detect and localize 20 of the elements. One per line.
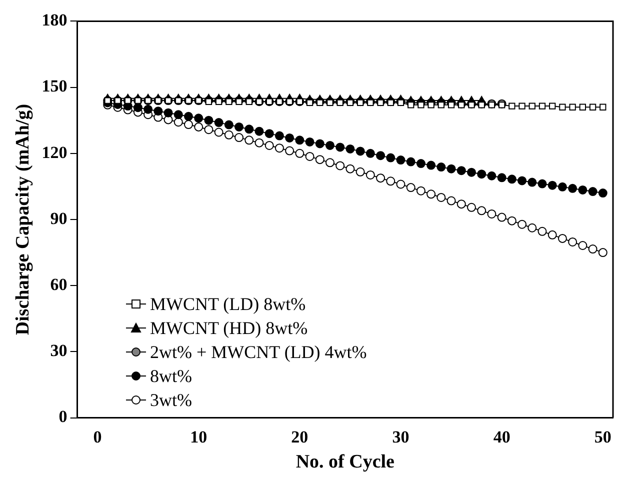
x-axis-title: No. of Cycle <box>296 452 394 473</box>
y-tick-label: 30 <box>50 341 68 360</box>
x-tick-label: 0 <box>93 427 102 446</box>
y-tick-label: 120 <box>42 142 68 162</box>
y-tick-label: 180 <box>42 10 68 30</box>
legend-label: MWCNT (LD) 8wt% <box>150 293 306 316</box>
y-tick-label: 0 <box>58 407 68 426</box>
y-tick-label: 90 <box>50 208 68 228</box>
legend-label: 2wt% + MWCNT (LD) 4wt% <box>150 341 367 364</box>
y-tick-label: 150 <box>42 76 68 96</box>
y-axis-title: Discharge Capacity (mAh/g) <box>12 104 34 336</box>
x-tick-label: 50 <box>594 427 612 446</box>
legend-label: MWCNT (HD) 8wt% <box>150 317 308 340</box>
x-tick-label: 30 <box>392 427 410 446</box>
legend-label: 8wt% <box>150 365 192 388</box>
x-tick-label: 40 <box>493 427 510 446</box>
y-tick-label: 60 <box>50 274 68 294</box>
legend-label: 3wt% <box>150 389 192 412</box>
x-tick-label: 20 <box>291 427 308 446</box>
x-tick-label: 10 <box>190 427 208 446</box>
